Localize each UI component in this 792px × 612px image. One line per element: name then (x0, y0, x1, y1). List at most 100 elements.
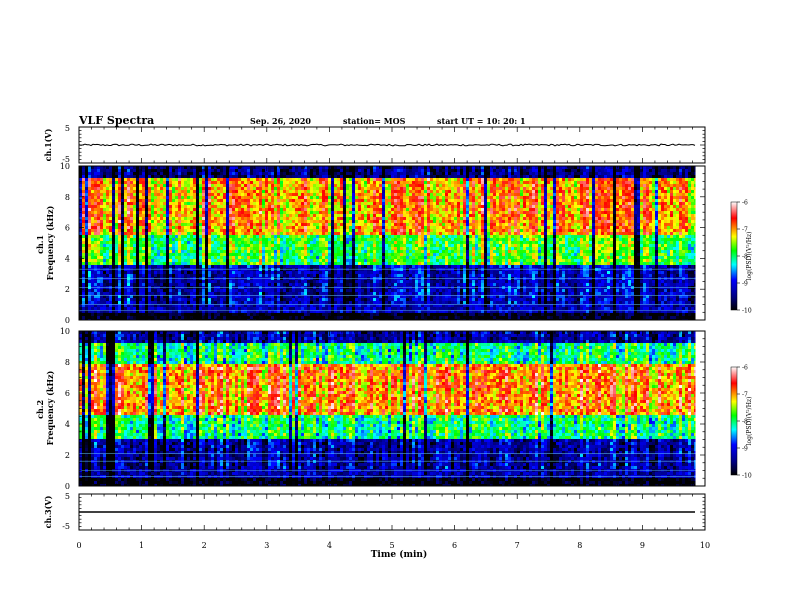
ch1-spectrogram-cell (160, 223, 163, 226)
ch1-spectrogram-cell (334, 241, 337, 244)
ch1-spectrogram-cell (88, 298, 91, 301)
ch1-spectrogram-cell (160, 298, 163, 301)
ch1-spectrogram-cell (91, 229, 94, 232)
ch1-spectrogram-cell (268, 199, 271, 202)
ch1-spectrogram-cell (136, 304, 139, 307)
ch1-spectrogram-cell (103, 304, 106, 307)
ch1-spectrogram-cell (145, 169, 148, 172)
ch1-spectrogram-cell (163, 217, 166, 220)
ch1-spectrogram-cell (268, 244, 271, 247)
ch1-spectrogram-cell (145, 181, 148, 184)
ch1-spectrogram-cell (289, 166, 292, 169)
ch1-spectrogram-cell (241, 190, 244, 193)
ch1-spectrogram-cell (184, 280, 187, 283)
ch1-spectrogram-cell (91, 235, 94, 238)
ch1-spectrogram-cell (337, 178, 340, 181)
ch1-spectrogram-cell (85, 244, 88, 247)
ch1-spectrogram-cell (79, 241, 82, 244)
ch1-spectrogram-cell (337, 313, 340, 316)
ch1-spectrogram-cell (325, 187, 328, 190)
ch1-spectrogram-cell (289, 307, 292, 310)
ch1-spectrogram-cell (115, 238, 118, 241)
ch1-spectrogram-cell (328, 289, 331, 292)
ch1-spectrogram-cell (121, 274, 124, 277)
ch1-spectrogram-cell (280, 289, 283, 292)
ch1-spectrogram-cell (274, 259, 277, 262)
ch1-spectrogram-cell (343, 247, 346, 250)
ch1-spectrogram-cell (247, 268, 250, 271)
ch1-spectrogram-cell (85, 199, 88, 202)
ch1-spectrogram-cell (322, 274, 325, 277)
ch1-spectrogram-cell (259, 226, 262, 229)
ch1-spectrogram-cell (253, 208, 256, 211)
ch1-spectrogram-cell (130, 307, 133, 310)
ch1-spectrogram-cell (313, 244, 316, 247)
ch1-spectrogram-cell (346, 202, 349, 205)
ch1-spectrogram-cell (271, 199, 274, 202)
ch1-spectrogram-cell (298, 205, 301, 208)
ch1-spectrogram-cell (262, 268, 265, 271)
ch1-spectrogram-cell (343, 289, 346, 292)
ch1-spectrogram-cell (310, 178, 313, 181)
ch1-spectrogram-cell (154, 199, 157, 202)
ch1-waveform-ticks (78, 126, 706, 164)
ch1-spectrogram-cell (310, 274, 313, 277)
ch1-spectrogram-cell (304, 217, 307, 220)
ch1-spectrogram-cell (301, 211, 304, 214)
ch1-spectrogram-cell (250, 226, 253, 229)
ch1-spectrogram-cell (319, 223, 322, 226)
ch1-spectrogram-cell (337, 301, 340, 304)
ch1-spectrogram-cell (346, 217, 349, 220)
ch1-spectrogram-cell (289, 298, 292, 301)
ch1-spectrogram-cell (328, 199, 331, 202)
ch1-spectrogram-cell (145, 232, 148, 235)
ch1-spectrogram-cell (79, 223, 82, 226)
ch1-spectrogram-cell (100, 280, 103, 283)
ch1-spectrogram-cell (211, 298, 214, 301)
ch1-spectrogram-cell (223, 289, 226, 292)
ch1-spectrogram-cell (178, 208, 181, 211)
ch1-spectrogram-cell (220, 226, 223, 229)
ch1-spectrogram-cell (82, 172, 85, 175)
ch1-spectrogram-cell (349, 259, 352, 262)
ch1-spectrogram-cell (268, 256, 271, 259)
ch1-spectrogram-cell (274, 244, 277, 247)
ch1-spectrogram-cell (181, 211, 184, 214)
ch1-spectrogram-cell (184, 262, 187, 265)
ch1-spectrogram-cell (268, 202, 271, 205)
ch1-spectrogram-cell (154, 196, 157, 199)
ch1-spectrogram-cell (241, 223, 244, 226)
ch1-spectrogram-cell (88, 313, 91, 316)
ch1-spectrogram-cell (292, 265, 295, 268)
ch1-spectrogram-cell (343, 241, 346, 244)
ch1-spectrogram-cell (295, 283, 298, 286)
ch1-spectrogram-cell (178, 187, 181, 190)
ch1-spectrogram-cell (136, 178, 139, 181)
ch1-spectrogram-cell (337, 238, 340, 241)
ch1-spectrogram-cell (139, 301, 142, 304)
ch1-spectrogram-cell (175, 310, 178, 313)
ch1-spectrogram-cell (346, 172, 349, 175)
ch1-spectrogram-cell (322, 271, 325, 274)
ch1-spectrogram-cell (205, 310, 208, 313)
ch1-spectrogram-cell (148, 259, 151, 262)
ch1-spectrogram-cell (319, 247, 322, 250)
ch1-spectrogram-cell (94, 214, 97, 217)
ch1-spectrogram-cell (337, 193, 340, 196)
ch1-spectrogram-cell (280, 205, 283, 208)
ch1-spectrogram-cell (298, 298, 301, 301)
ch1-spectrogram-cell (160, 169, 163, 172)
ch1-spectrogram-cell (346, 193, 349, 196)
ch1-spectrogram-cell (181, 190, 184, 193)
ch1-spectrogram-cell (112, 202, 115, 205)
ch1-spectrogram-cell (208, 169, 211, 172)
ch1-spectrogram-cell (109, 223, 112, 226)
ch1-spectrogram-cell (241, 217, 244, 220)
ch1-spectrogram-cell (226, 259, 229, 262)
ch1-spectrogram-cell (199, 220, 202, 223)
ch1-spectrogram-cell (271, 217, 274, 220)
ch1-spectrogram-cell (238, 241, 241, 244)
ch1-spectrogram-cell (208, 208, 211, 211)
ch1-spectrogram-cell (97, 316, 100, 319)
ch1-spectrogram-cell (238, 208, 241, 211)
